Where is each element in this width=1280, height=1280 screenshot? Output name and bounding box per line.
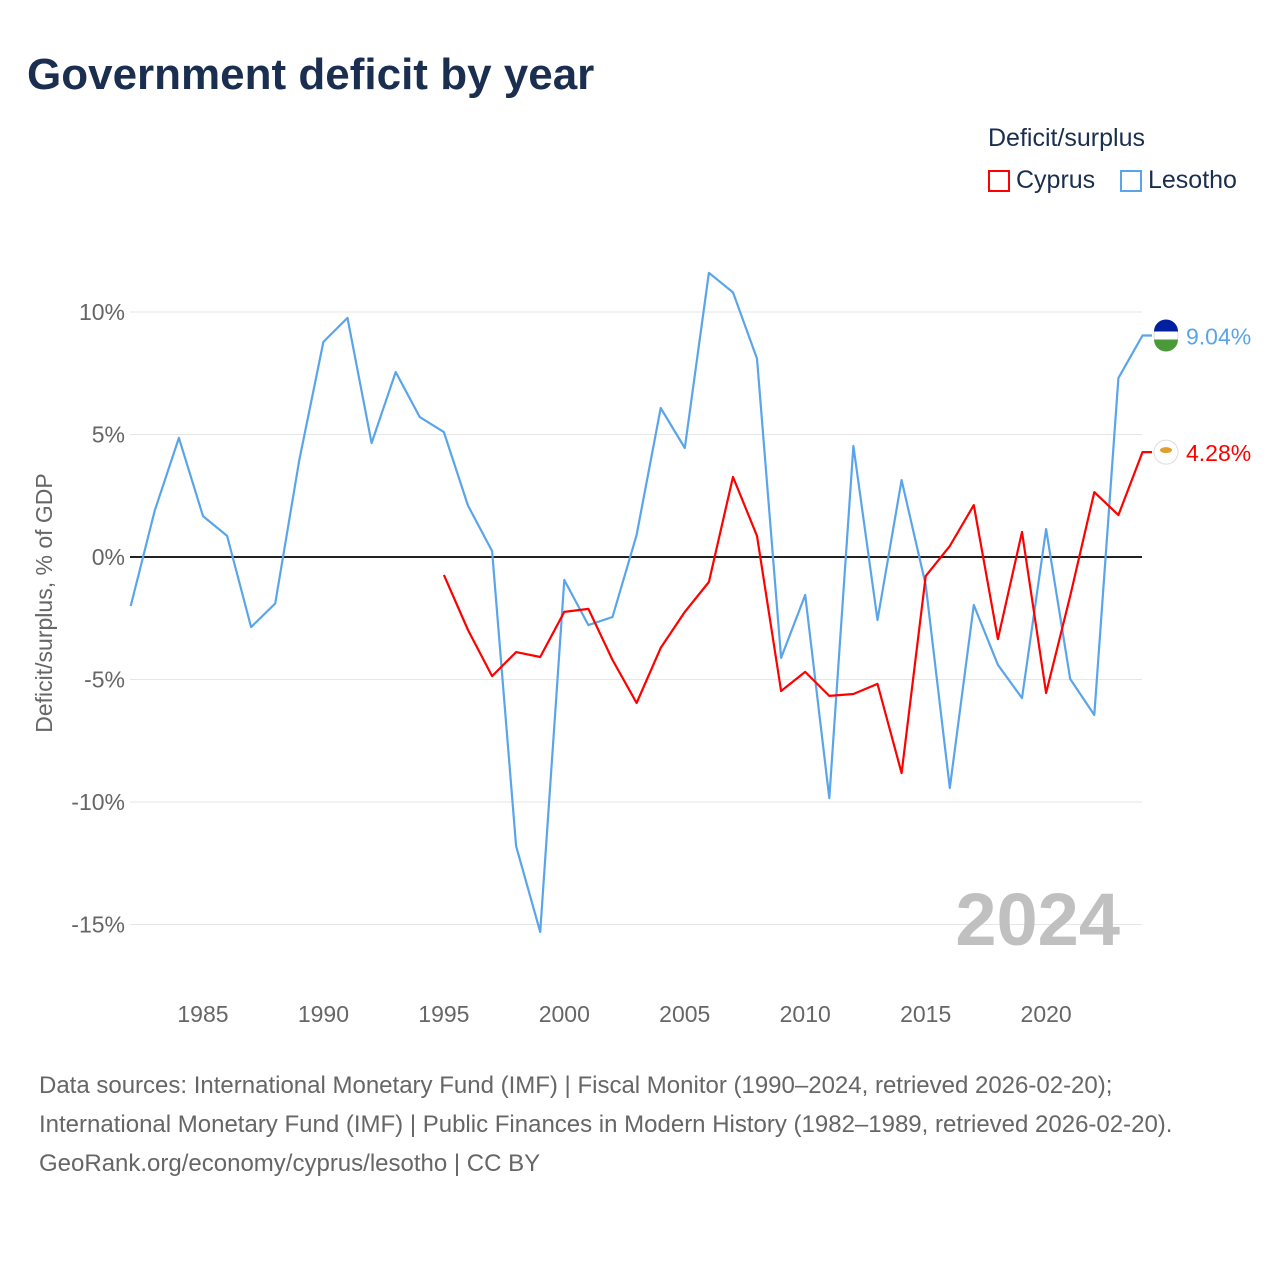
source-note: Data sources: International Monetary Fun… — [39, 1066, 1239, 1183]
year-watermark: 2024 — [955, 878, 1120, 961]
chart-title: Government deficit by year — [27, 50, 595, 99]
y-tick-label: 0% — [92, 544, 125, 570]
flag-map — [1160, 447, 1172, 454]
y-tick-label: -15% — [71, 912, 125, 938]
end-label-cyprus: 4.28% — [1186, 440, 1251, 466]
legend-swatch-lesotho — [1120, 169, 1142, 192]
series-line-cyprus[interactable] — [442, 451, 1152, 775]
flag-stripe — [1154, 339, 1178, 352]
legend-item-lesotho[interactable]: Lesotho — [1120, 166, 1237, 195]
x-tick-label: 2010 — [780, 1001, 831, 1027]
plot-area: 10% 5% 0% -5% -10% -15% 1985 1990 1995 2000 2005 20… — [31, 271, 1251, 1027]
x-tick-label: 2005 — [659, 1001, 710, 1027]
y-tick-label: 10% — [79, 299, 125, 325]
x-tick-label: 1985 — [177, 1001, 228, 1027]
legend-item-cyprus[interactable]: Cyprus — [988, 166, 1095, 195]
legend-swatch-cyprus — [988, 169, 1010, 192]
x-tick-label: 2015 — [900, 1001, 951, 1027]
flag-stripe — [1154, 319, 1178, 332]
y-tick-label: 5% — [92, 422, 125, 448]
y-tick-label: -10% — [71, 789, 125, 815]
legend-title: Deficit/surplus — [988, 124, 1145, 152]
source-text: Data sources: International Monetary Fun… — [39, 1072, 1173, 1138]
legend-label-cyprus: Cyprus — [1016, 166, 1096, 194]
x-tick-label: 2000 — [539, 1001, 590, 1027]
source-link[interactable]: GeoRank.org/economy/cyprus/lesotho | CC … — [39, 1150, 541, 1177]
y-tick-label: -5% — [84, 667, 125, 693]
x-tick-label: 1995 — [418, 1001, 469, 1027]
y-axis-label: Deficit/surplus, % of GDP — [31, 473, 57, 732]
series-line-lesotho[interactable] — [129, 271, 1152, 934]
x-tick-label: 1990 — [298, 1001, 349, 1027]
legend-label-lesotho: Lesotho — [1148, 166, 1237, 194]
x-tick-label: 2020 — [1021, 1001, 1072, 1027]
end-label-lesotho: 9.04% — [1186, 324, 1251, 350]
